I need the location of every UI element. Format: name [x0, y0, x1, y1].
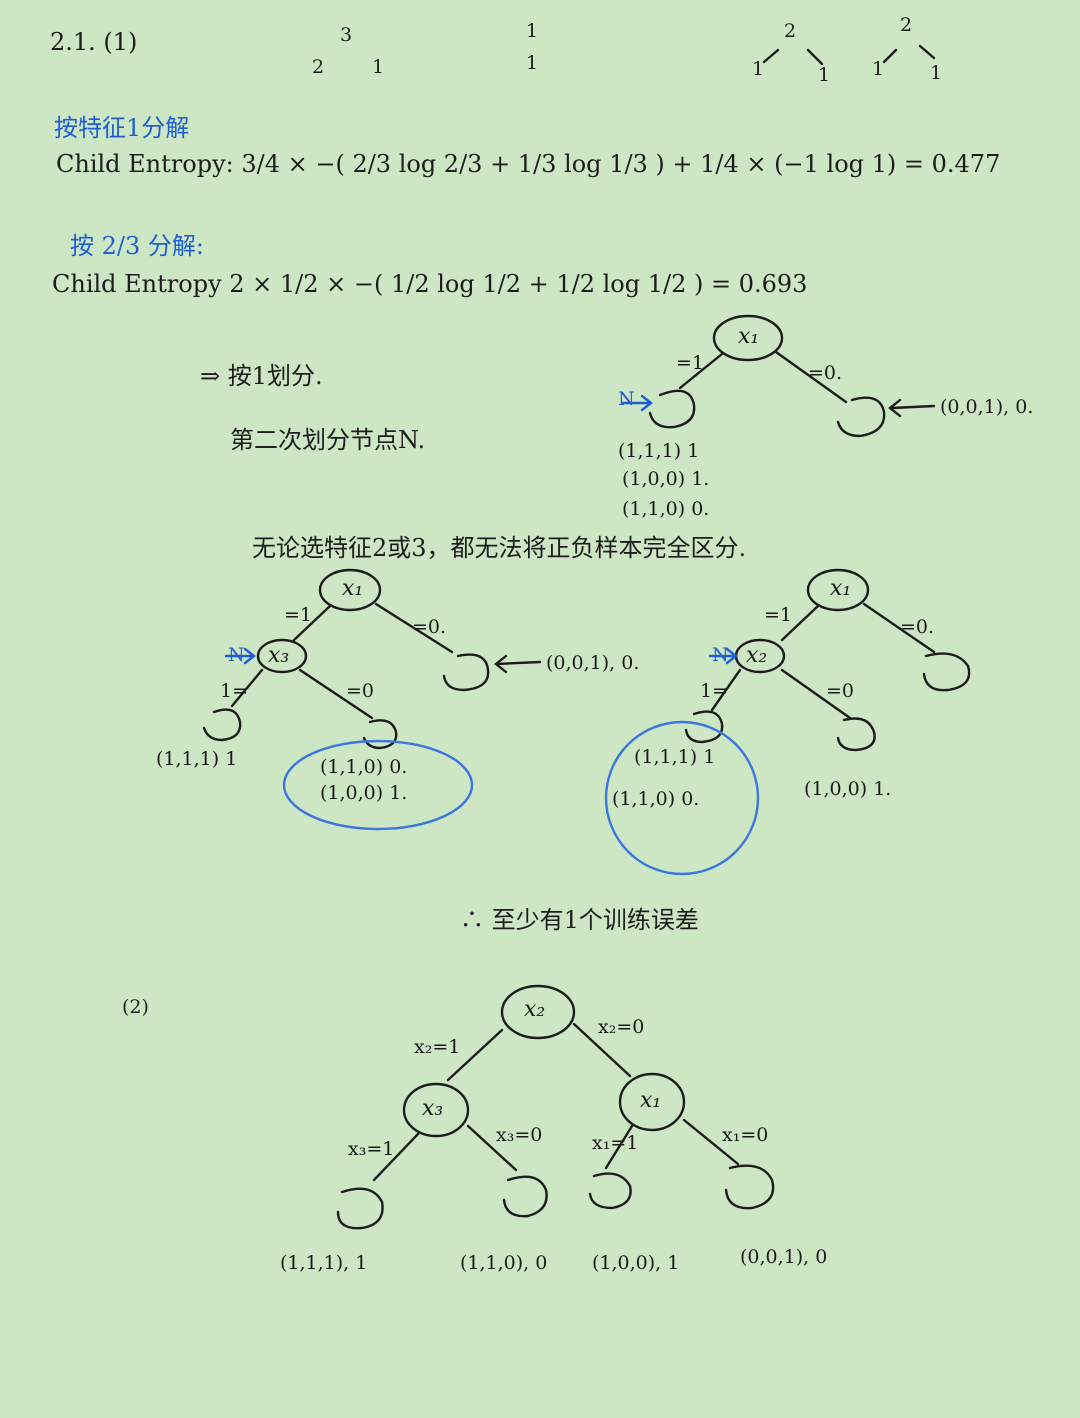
- tree2-child-left-edge: 1=: [220, 680, 249, 702]
- part2-leaf-3: (1,0,0), 1: [592, 1252, 680, 1274]
- part2-right-node-label: x₁: [640, 1088, 662, 1113]
- tree-b-root: 1: [526, 20, 539, 42]
- split1-heading: 按特征1分解: [54, 114, 190, 142]
- conclusion-text: ⇒ 按1划分.: [200, 362, 323, 390]
- part2-edge-right: x₂=0: [598, 1016, 645, 1038]
- header-tree-d-lines: [882, 44, 936, 64]
- part2-lr-edge: x₃=0: [496, 1124, 543, 1146]
- therefore-text: ∴ 至少有1个训练误差: [460, 906, 699, 934]
- tree3-node-marker: N: [712, 644, 729, 666]
- tree1-node-marker: N: [618, 388, 635, 410]
- tree3-child-left-edge: 1=: [700, 680, 729, 702]
- tree1-sample-2: (1,0,0) 1.: [622, 468, 710, 490]
- tree1-sample-3: (1,1,0) 0.: [622, 498, 710, 520]
- tree3-leaf-right: (1,0,0) 1.: [804, 778, 892, 800]
- header-tree-c-lines: [762, 48, 824, 66]
- tree-d-right: 1: [930, 62, 943, 84]
- part2-root-label: x₂: [524, 997, 546, 1022]
- tree-a-right: 1: [372, 56, 385, 78]
- part2-ll-edge: x₃=1: [348, 1138, 395, 1160]
- tree-d-left: 1: [872, 58, 885, 80]
- tree-b-child: 1: [526, 52, 539, 74]
- tree-d-root: 2: [900, 14, 913, 36]
- tree3-leaf-left-1: (1,1,1) 1: [634, 746, 716, 768]
- tree2-edge-right: =0.: [412, 616, 447, 638]
- tree2-leaf-right-2: (1,0,0) 1.: [320, 782, 408, 804]
- tree1-sample-1: (1,1,1) 1: [618, 440, 700, 462]
- tree1-root-label: x₁: [738, 324, 760, 349]
- tree-c-root: 2: [784, 20, 797, 42]
- tree3-child-right-edge: =0: [826, 680, 855, 702]
- tree1-right-leaf: (0,0,1), 0.: [940, 396, 1034, 418]
- split1-formula: Child Entropy: 3/4 × −( 2/3 log 2/3 + 1/…: [56, 150, 1001, 178]
- split2-formula: Child Entropy 2 × 1/2 × −( 1/2 log 1/2 +…: [52, 270, 808, 298]
- part2-label: (2): [122, 996, 149, 1018]
- tree2-node-marker: N: [228, 644, 245, 666]
- tree3-edge-left: =1: [764, 604, 793, 626]
- tree2-edge-left: =1: [284, 604, 313, 626]
- tree2-right-leaf: (0,0,1), 0.: [546, 652, 640, 674]
- problem-number: 2.1. (1): [50, 28, 138, 56]
- part2-rr-edge: x₁=0: [722, 1124, 769, 1146]
- tree3-leaf-left-2: (1,1,0) 0.: [612, 788, 700, 810]
- tree2-lines: [202, 568, 542, 831]
- tree-c-left: 1: [752, 58, 765, 80]
- part2-left-node-label: x₃: [422, 1096, 444, 1121]
- tree3-root-label: x₁: [830, 576, 852, 601]
- tree-a-root: 3: [340, 24, 353, 46]
- tree3-lines: [604, 568, 971, 876]
- tree2-child-right-edge: =0: [346, 680, 375, 702]
- part2-tree-lines: [336, 984, 775, 1230]
- tree2-root-label: x₁: [342, 576, 364, 601]
- tree1-edge-left: =1: [676, 352, 705, 374]
- part2-leaf-2: (1,1,0), 0: [460, 1252, 548, 1274]
- second-split-text: 第二次划分节点N.: [230, 426, 426, 454]
- part2-leaf-4: (0,0,1), 0: [740, 1246, 828, 1268]
- note-text: 无论选特征2或3，都无法将正负样本完全区分.: [252, 534, 747, 562]
- tree3-edge-right: =0.: [900, 616, 935, 638]
- tree-c-right: 1: [818, 64, 831, 86]
- tree1-lines: [620, 314, 936, 438]
- tree3-child-label: x₂: [746, 643, 768, 668]
- tree2-child-label: x₃: [268, 643, 290, 668]
- part2-rl-edge: x₁=1: [592, 1132, 639, 1154]
- tree-a-left: 2: [312, 56, 325, 78]
- tree1-edge-right: =0.: [808, 362, 843, 384]
- part2-leaf-1: (1,1,1), 1: [280, 1252, 368, 1274]
- tree2-leaf-right-1: (1,1,0) 0.: [320, 756, 408, 778]
- split2-heading: 按 2/3 分解:: [70, 232, 204, 260]
- tree2-leaf-left: (1,1,1) 1: [156, 748, 238, 770]
- part2-edge-left: x₂=1: [414, 1036, 461, 1058]
